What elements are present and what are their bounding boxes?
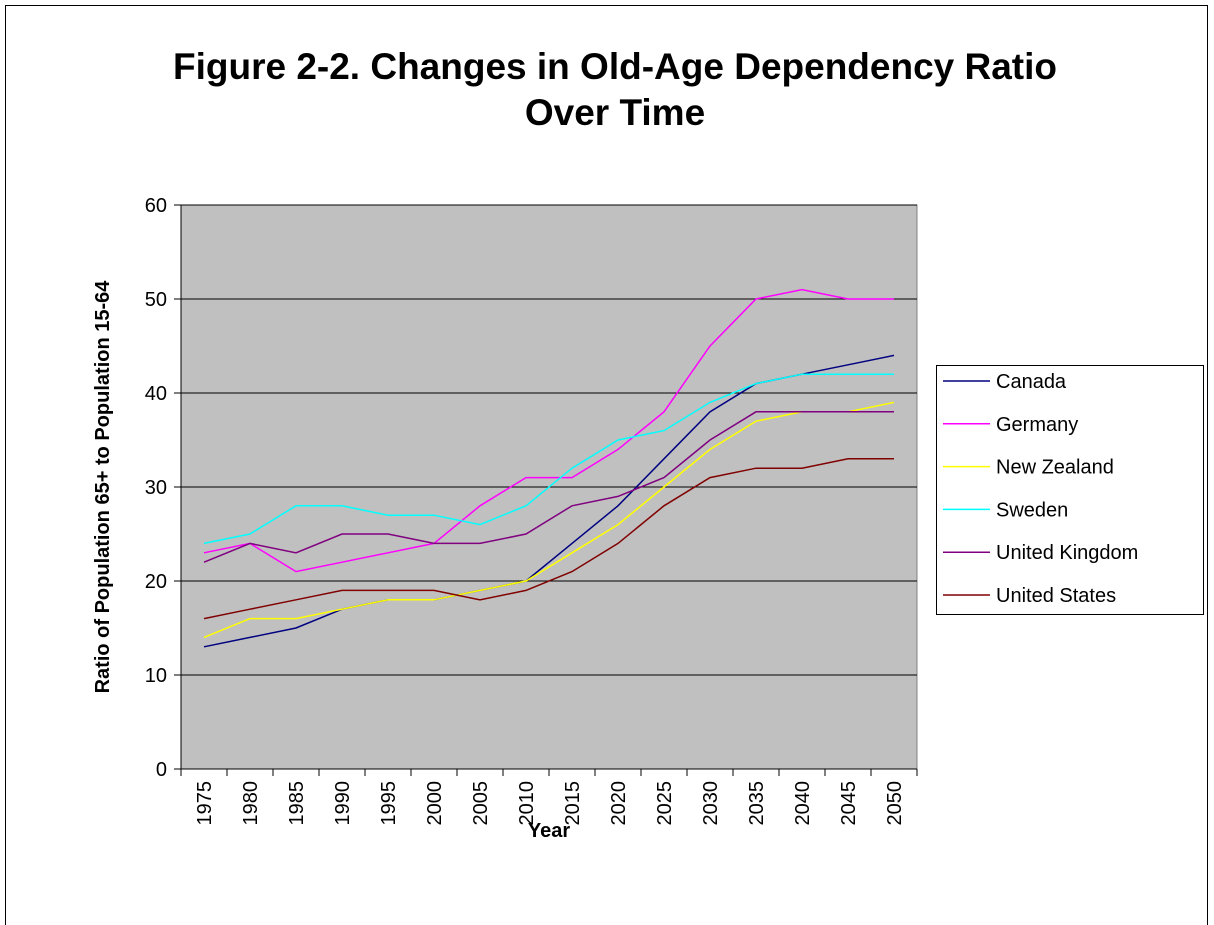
legend-label: Canada	[996, 371, 1067, 393]
y-tick-label: 0	[156, 759, 167, 781]
x-tick-label: 2020	[608, 781, 630, 826]
legend-box	[936, 365, 1204, 615]
x-tick-label: 2015	[562, 781, 584, 826]
x-tick-label: 2005	[470, 781, 492, 826]
x-tick-label: 2025	[654, 781, 676, 826]
y-axis-label: Ratio of Population 65+ to Population 15…	[92, 280, 114, 694]
x-tick-label: 1985	[286, 781, 308, 826]
legend-label: United States	[996, 585, 1116, 607]
x-tick-label: 1995	[378, 781, 400, 826]
x-tick-label: 2010	[516, 781, 538, 826]
series-line	[203, 401, 895, 639]
x-tick-label: 1990	[332, 781, 354, 826]
x-tick-label: 2035	[746, 781, 768, 826]
series-line	[203, 458, 894, 620]
y-tick-label: 60	[145, 195, 167, 217]
legend-label: Sweden	[996, 499, 1068, 521]
chart-title: Figure 2-2. Changes in Old-Age Dependenc…	[172, 46, 1058, 133]
x-tick-label: 2030	[700, 781, 722, 826]
y-tick-label: 10	[145, 665, 167, 687]
y-tick-label: 20	[145, 571, 167, 593]
series-line	[203, 411, 894, 563]
y-tick-label: 50	[145, 289, 167, 311]
x-tick-label: 1980	[240, 781, 262, 826]
legend-label: New Zealand	[996, 457, 1114, 479]
x-tick-label: 1975	[194, 781, 216, 826]
series-line	[203, 373, 894, 545]
series-line	[203, 288, 894, 573]
x-tick-label: 2000	[424, 781, 446, 826]
legend-label: United Kingdom	[996, 542, 1138, 564]
x-tick-label: 2045	[838, 781, 860, 826]
x-tick-label: 2050	[884, 781, 906, 826]
x-axis-label: Year	[528, 820, 570, 842]
x-tick-label: 2040	[792, 781, 814, 826]
y-tick-label: 30	[145, 477, 167, 499]
legend-label: Germany	[996, 414, 1078, 436]
y-tick-label: 40	[145, 383, 167, 405]
